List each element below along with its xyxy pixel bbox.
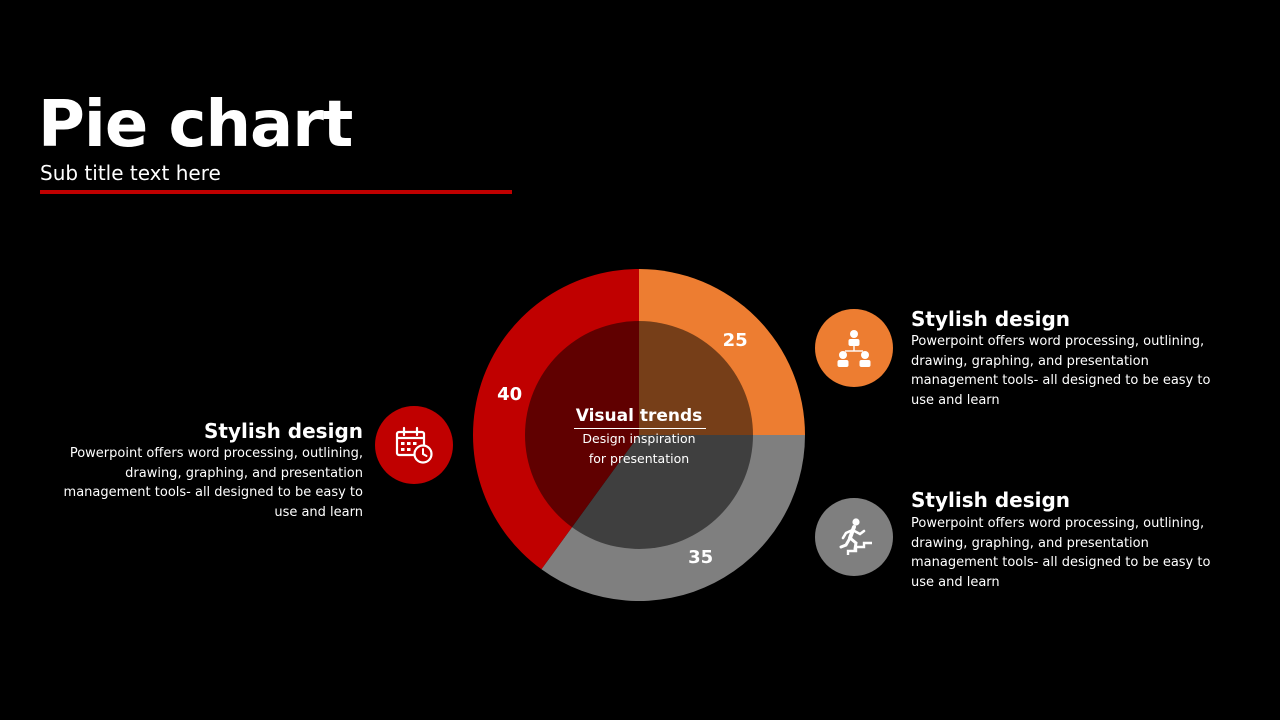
pie-data-label-1: 25 [723,330,748,351]
calendar-clock-icon [395,426,433,464]
pie-data-labels: 25 35 40 [497,330,748,568]
slide-subtitle: Sub title text here [40,161,221,185]
center-label-title: Visual trends [576,406,703,426]
callout-3-body: Powerpoint offers word processing, outli… [63,446,363,520]
team-icon [837,330,871,367]
pie-data-label-3: 40 [497,384,522,405]
callout-1-body: Powerpoint offers word processing, outli… [911,334,1211,408]
stairs-climber-icon [839,518,872,555]
callout-2-heading: Stylish design [911,488,1071,512]
callout-2-body: Powerpoint offers word processing, outli… [911,516,1211,590]
callout-1-icon-circle [815,309,893,387]
callout-2-icon-circle [815,498,893,576]
center-label-line-2: for presentation [589,451,689,466]
title-underline [40,190,512,194]
callout-3-heading: Stylish design [203,419,363,443]
center-label-line-1: Design inspiration [582,431,695,446]
callout-1-heading: Stylish design [911,307,1071,331]
pie-data-label-2: 35 [688,547,713,568]
callout-3-icon-circle [375,406,453,484]
slide-title: Pie chart [38,88,353,162]
pie-inner-overlay [525,321,753,549]
